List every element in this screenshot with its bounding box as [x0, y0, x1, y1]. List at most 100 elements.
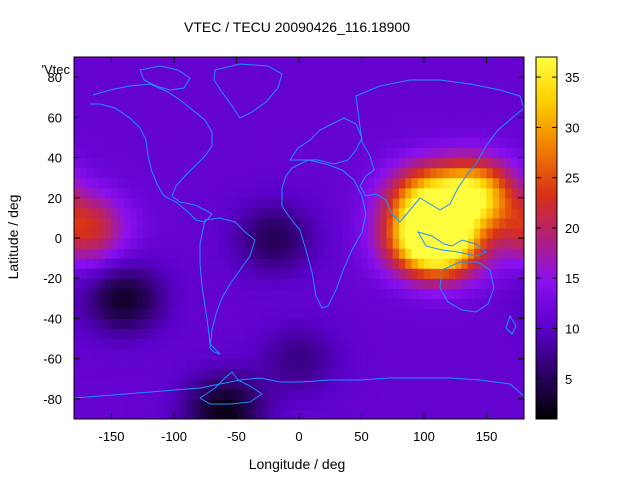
heatmap-cell [117, 227, 125, 239]
coastline-greenland [213, 63, 283, 119]
heatmap-cell [224, 177, 231, 189]
heatmap-cell [474, 177, 481, 189]
heatmap-cell [186, 157, 194, 169]
heatmap-cell [117, 217, 125, 229]
heatmap-cell [111, 157, 119, 169]
heatmap-cell [461, 87, 469, 98]
heatmap-cell [299, 368, 306, 380]
heatmap-cell [80, 268, 88, 279]
heatmap-cell [249, 338, 256, 350]
heatmap-cell [405, 258, 413, 269]
heatmap-cell [124, 328, 131, 340]
heatmap-cell [349, 338, 356, 350]
heatmap-cell [380, 217, 388, 229]
heatmap-cell [286, 97, 294, 108]
heatmap-cell [280, 298, 288, 309]
heatmap-cell [486, 207, 494, 219]
heatmap-cell [474, 57, 481, 68]
heatmap-cell [511, 127, 519, 139]
heatmap-cell [105, 398, 113, 410]
heatmap-cell [149, 338, 156, 350]
heatmap-cell [461, 57, 469, 68]
heatmap-cell [105, 258, 113, 269]
heatmap-cell [124, 368, 131, 380]
heatmap-cell [467, 177, 475, 189]
heatmap-cell [167, 87, 175, 98]
heatmap-cell [174, 338, 181, 350]
heatmap-cell [336, 207, 344, 219]
heatmap-cell [417, 288, 425, 299]
heatmap-cell [505, 77, 513, 88]
heatmap-cell [136, 308, 144, 320]
heatmap-cell [286, 358, 294, 370]
heatmap-cell [155, 258, 163, 269]
heatmap-cell [330, 298, 338, 309]
heatmap-cell [392, 348, 400, 360]
heatmap-cell [417, 127, 425, 139]
heatmap-cell [392, 338, 400, 350]
heatmap-cell [405, 167, 413, 179]
heatmap-cell [174, 207, 181, 219]
coastline-new-zealand [505, 314, 517, 335]
heatmap-cell [274, 338, 281, 350]
heatmap-cell [380, 67, 388, 78]
heatmap-cell [130, 197, 138, 209]
heatmap-cell [224, 238, 231, 249]
heatmap-cell [242, 318, 250, 330]
heatmap-cell [311, 258, 319, 269]
heatmap-cell [74, 87, 81, 98]
heatmap-cell [80, 308, 88, 320]
heatmap-cell [367, 167, 375, 179]
heatmap-cell [174, 127, 181, 139]
heatmap-cell [349, 308, 356, 320]
heatmap-cell [236, 408, 244, 419]
heatmap-cell [424, 318, 431, 330]
heatmap-cell [267, 278, 275, 289]
heatmap-cell [430, 358, 438, 370]
heatmap-cell [430, 338, 438, 350]
heatmap-cell [217, 197, 225, 209]
heatmap-cell [499, 217, 506, 229]
heatmap-cell [174, 137, 181, 149]
heatmap-cell [186, 258, 194, 269]
heatmap-cell [386, 207, 394, 219]
heatmap-cell [511, 177, 519, 189]
heatmap-cell [130, 187, 138, 199]
heatmap-cell [136, 328, 144, 340]
heatmap-cell [492, 358, 500, 370]
heatmap-cell [405, 187, 413, 199]
heatmap-cell [92, 288, 100, 299]
heatmap-cell [155, 107, 163, 118]
heatmap-cell [336, 368, 344, 380]
heatmap-cell [461, 388, 469, 400]
heatmap-cell [361, 328, 369, 340]
heatmap-cell [474, 308, 481, 320]
heatmap-cell [236, 57, 244, 68]
heatmap-cell [317, 308, 325, 320]
heatmap-cell [180, 268, 188, 279]
heatmap-cell [149, 177, 156, 189]
heatmap-cell [342, 268, 350, 279]
heatmap-cell [499, 77, 506, 88]
heatmap-cell [330, 197, 338, 209]
heatmap-cell [305, 288, 313, 299]
heatmap-cell [342, 207, 350, 219]
heatmap-cell [292, 358, 300, 370]
coastline-indonesia [416, 231, 487, 257]
heatmap-cell [311, 268, 319, 279]
heatmap-cell [99, 358, 106, 370]
heatmap-cell [292, 398, 300, 410]
heatmap-cell [161, 388, 169, 400]
heatmap-cell [236, 308, 244, 320]
heatmap-cell [80, 97, 88, 108]
heatmap-cell [367, 408, 375, 419]
heatmap-cell [255, 288, 263, 299]
heatmap-cell [99, 127, 106, 139]
heatmap-cell [305, 358, 313, 370]
heatmap-cell [449, 167, 456, 179]
heatmap-cell [99, 227, 106, 239]
heatmap-cell [349, 147, 356, 159]
heatmap-cell [261, 177, 269, 189]
heatmap-cell [124, 338, 131, 350]
heatmap-cell [111, 87, 119, 98]
